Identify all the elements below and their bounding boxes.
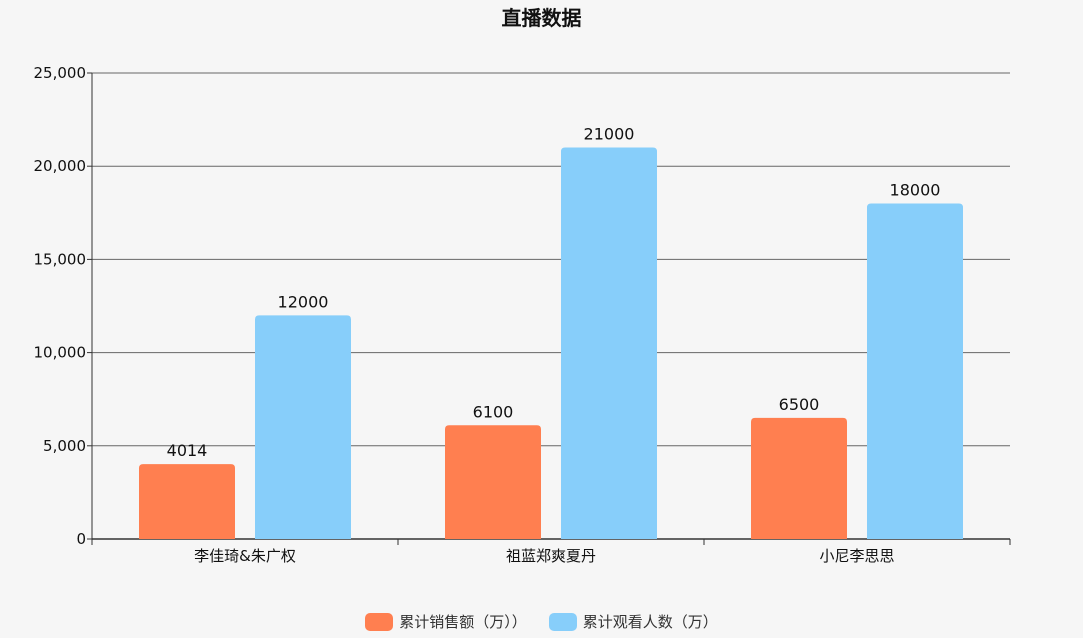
x-tick-label: 李佳琦&朱广权 [194,547,296,565]
legend-label-viewers: 累计观看人数（万） [582,613,718,631]
bar-chart-plot: 0 5,000 10,000 15,000 20,000 25,000 李佳琦&朱广权 401… [34,64,1011,565]
bar-data-label: 6100 [473,402,514,421]
legend-swatch-viewers [548,612,577,631]
bar-viewers [867,203,963,540]
legend-item-sales[interactable]: 累计销售额（万）） [365,611,527,632]
y-tick-label: 10,000 [34,344,87,362]
bar-sales [445,425,541,539]
y-tick-label: 20,000 [34,157,87,175]
y-tick-label: 15,000 [34,250,87,268]
bar-sales [751,417,847,539]
legend-item-viewers[interactable]: 累计观看人数（万） [548,611,718,632]
bar-viewers [255,315,351,539]
bar-data-label: 4014 [167,441,208,460]
chart-legend: 累计销售额（万）） 累计观看人数（万） [0,611,1083,632]
bar-sales [139,464,235,539]
legend-swatch-sales [365,612,394,631]
legend-label-sales: 累计销售额（万）） [399,613,527,631]
bar-data-label: 12000 [278,292,329,311]
y-tick-label: 5,000 [43,437,86,455]
bar-viewers [561,147,657,539]
bar-data-label: 21000 [584,125,635,144]
bar-data-label: 6500 [779,395,820,414]
y-tick-label: 0 [76,530,86,548]
chart-title: 直播数据 [501,6,582,30]
bar-data-label: 18000 [890,180,941,199]
x-tick-label: 小尼李思思 [819,547,894,565]
y-tick-label: 25,000 [34,64,87,82]
x-tick-label: 祖蓝郑爽夏丹 [506,547,596,565]
